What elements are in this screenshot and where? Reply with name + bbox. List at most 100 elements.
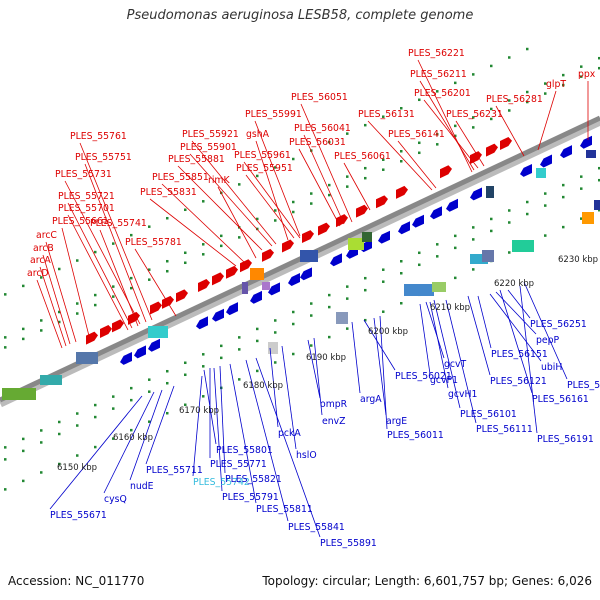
gene-label: gcvT	[444, 359, 467, 370]
leader-line	[495, 105, 525, 157]
axis-ticks: 6150 kbp 6160 kbp 6170 kbp 6180 kbp 6190 kbp…	[57, 255, 598, 473]
reverse-gene	[580, 135, 592, 149]
gene-label: PLES_55801	[216, 445, 273, 456]
gene-label: PLES_55721	[58, 191, 115, 202]
guide-dot	[238, 183, 241, 186]
forward-gene	[262, 248, 274, 262]
guide-dot	[40, 429, 43, 432]
guide-dot	[364, 318, 367, 322]
guide-dot	[184, 208, 187, 212]
guide-dot	[22, 449, 25, 453]
guide-dot	[580, 187, 583, 190]
forward-gene	[212, 272, 224, 286]
guide-dot	[382, 268, 385, 271]
gene-label: PLES_55811	[256, 504, 313, 515]
gene-label: PLES_56191	[537, 434, 594, 445]
guide-dot	[4, 446, 7, 449]
feature-block	[76, 352, 98, 364]
guide-dot	[58, 267, 61, 271]
guide-dot	[472, 226, 475, 229]
axis-tick-label: 6160 kbp	[113, 433, 153, 443]
leader-line	[243, 161, 301, 239]
guide-dot	[580, 65, 583, 68]
guide-dot	[598, 166, 600, 170]
guide-dot	[40, 441, 43, 444]
guide-dot	[400, 150, 403, 153]
guide-dot	[508, 221, 511, 224]
guide-dot	[274, 319, 277, 322]
gene-label: PLES_55831	[140, 187, 197, 198]
guide-dot	[184, 251, 187, 255]
leader-line	[269, 347, 279, 428]
gene-label: PLES_55751	[75, 152, 132, 163]
guide-dot	[292, 157, 295, 161]
guide-dot	[220, 344, 223, 348]
forward-gene	[100, 325, 112, 338]
guide-dot	[58, 420, 61, 424]
feature-block	[586, 150, 596, 158]
leader-line	[161, 183, 245, 263]
guide-dot	[328, 293, 331, 297]
guide-dot	[364, 176, 367, 180]
guide-dot	[4, 346, 7, 349]
reverse-gene	[288, 273, 300, 286]
guide-dot	[238, 236, 241, 239]
leader-line	[229, 363, 257, 504]
guide-dot	[400, 272, 403, 275]
forward-gene	[440, 165, 452, 179]
guide-dot	[94, 303, 97, 307]
guide-dot	[76, 302, 79, 305]
reverse-gene	[540, 154, 552, 168]
leader-line	[537, 90, 557, 151]
reverse-gene	[330, 253, 342, 267]
guide-dot	[4, 336, 7, 339]
guide-dot	[112, 437, 115, 440]
gene-label: arcB	[33, 243, 54, 254]
guide-dot	[580, 175, 583, 178]
gene-label: ompR	[320, 399, 348, 410]
guide-dot	[490, 107, 493, 111]
leader-line	[192, 375, 203, 477]
leader-line	[36, 279, 63, 349]
guide-dot	[454, 276, 457, 280]
guide-dot	[490, 117, 493, 121]
guide-dot	[472, 73, 475, 76]
guide-dot	[40, 319, 43, 322]
leader-line	[300, 103, 353, 223]
guide-dot	[508, 209, 511, 212]
leader-line	[281, 345, 297, 450]
guide-dot	[400, 107, 403, 110]
gene-label: PLES_56061	[334, 151, 391, 162]
guide-dot	[526, 47, 529, 51]
guide-dot	[454, 124, 457, 128]
guide-dot	[4, 293, 7, 296]
guide-dot	[400, 260, 403, 263]
gene-label: PLES_56241	[567, 380, 600, 391]
guide-dot	[328, 140, 331, 144]
guide-dot	[472, 116, 475, 119]
guide-dot	[346, 297, 349, 300]
guide-dot	[166, 381, 169, 385]
guide-dot	[310, 202, 313, 205]
gene-label: PLES_55881	[168, 154, 225, 165]
leader-line	[245, 174, 295, 239]
guide-dot	[166, 411, 169, 415]
forward-gene	[318, 222, 330, 236]
gene-label: PLES_56251	[530, 319, 587, 330]
gene-label: PLES_55961	[234, 150, 291, 161]
forward-gene	[86, 331, 98, 345]
guide-dot	[400, 160, 403, 163]
reverse-gene	[268, 282, 280, 296]
label-leader-lines	[36, 59, 589, 538]
leader-line	[145, 385, 175, 465]
guide-dot	[544, 92, 547, 95]
leader-line	[42, 254, 71, 345]
leader-line	[379, 315, 388, 430]
guide-dot	[526, 212, 529, 216]
gene-label: gcvP1	[430, 375, 458, 386]
gene-label: PLES_55661	[52, 216, 109, 227]
guide-dot	[562, 225, 565, 229]
guide-dot	[220, 244, 223, 248]
guide-dot	[130, 233, 133, 237]
guide-dot	[562, 83, 565, 87]
